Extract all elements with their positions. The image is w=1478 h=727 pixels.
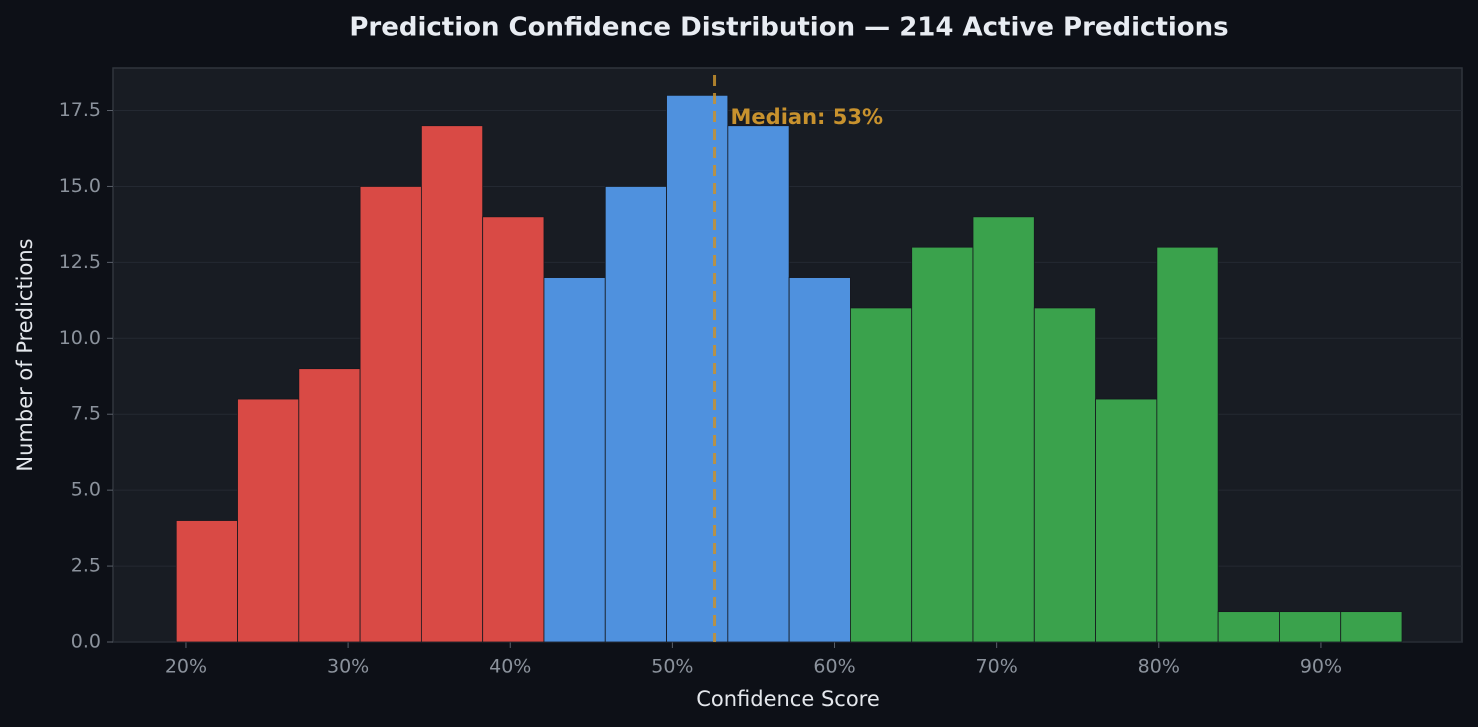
bar xyxy=(1156,246,1219,643)
bar xyxy=(666,94,729,643)
x-tick-label: 90% xyxy=(1300,656,1342,678)
bar xyxy=(298,368,361,643)
bar xyxy=(1340,611,1403,643)
bar xyxy=(727,125,790,643)
x-tick-label: 60% xyxy=(813,656,855,678)
y-tick-label: 10.0 xyxy=(59,327,101,349)
y-axis-label: Number of Predictions xyxy=(13,238,37,471)
bar xyxy=(175,520,238,643)
bar xyxy=(543,277,606,643)
bar xyxy=(1217,611,1280,643)
bar xyxy=(1033,307,1096,643)
y-tick-label: 12.5 xyxy=(59,251,101,273)
bar xyxy=(911,246,974,643)
y-tick-label: 15.0 xyxy=(59,175,101,197)
x-axis-label: Confidence Score xyxy=(696,687,880,711)
x-tick-label: 50% xyxy=(651,656,693,678)
y-tick-label: 0.0 xyxy=(71,631,101,653)
bar xyxy=(604,186,667,643)
y-tick-label: 5.0 xyxy=(71,479,101,501)
median-label: Median: 53% xyxy=(731,105,883,129)
chart-title: Prediction Confidence Distribution — 214… xyxy=(349,13,1228,43)
y-tick-label: 17.5 xyxy=(59,99,101,121)
bar xyxy=(420,125,484,643)
x-tick-label: 30% xyxy=(327,656,369,678)
bar xyxy=(972,216,1035,643)
bar xyxy=(359,186,422,643)
bar xyxy=(788,277,851,643)
x-tick-label: 40% xyxy=(489,656,531,678)
y-tick-label: 2.5 xyxy=(71,555,101,577)
y-tick-label: 7.5 xyxy=(71,403,101,425)
x-tick-label: 80% xyxy=(1138,656,1180,678)
bar xyxy=(1095,398,1158,643)
bar xyxy=(237,398,300,643)
x-tick-label: 70% xyxy=(976,656,1018,678)
bar xyxy=(482,216,545,643)
x-tick-label: 20% xyxy=(165,656,207,678)
bar xyxy=(1279,611,1342,643)
bar xyxy=(850,307,913,643)
